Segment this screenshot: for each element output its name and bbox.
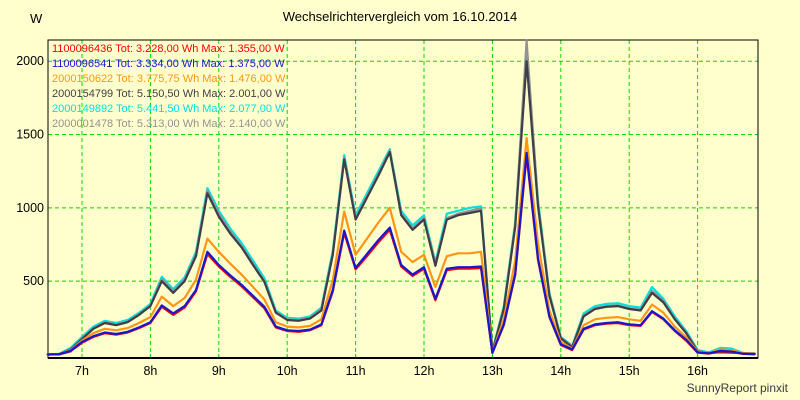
y-tick-label: 2000 — [16, 54, 44, 68]
x-tick-label: 12h — [414, 364, 435, 378]
x-tick-label: 9h — [212, 364, 226, 378]
x-tick-label: 8h — [143, 364, 157, 378]
footer-brand: SunnyReport pinxit — [686, 381, 788, 395]
legend: 1100096436 Tot: 3.228,00 Wh Max: 1.355,0… — [52, 42, 285, 132]
series-line-2000154799 — [46, 59, 756, 356]
chart-title: Wechselrichtervergleich vom 16.10.2014 — [282, 9, 518, 24]
series-line-2000150622 — [46, 136, 756, 356]
x-tick-label: 14h — [550, 364, 571, 378]
x-tick-label: 11h — [346, 364, 366, 378]
legend-item-2000001478: 2000001478 Tot: 5.313,00 Wh Max: 2.140,0… — [52, 118, 286, 130]
series-line-1100096541 — [46, 151, 756, 356]
legend-item-1100096541: 1100096541 Tot: 3.334,00 Wh Max: 1.375,0… — [52, 58, 285, 70]
legend-item-2000154799: 2000154799 Tot: 5.150,50 Wh Max: 2.001,0… — [52, 88, 286, 100]
legend-item-2000150622: 2000150622 Tot: 3.775,75 Wh Max: 1.476,0… — [52, 73, 286, 85]
series-line-1100096436 — [46, 154, 756, 356]
legend-item-1100096436: 1100096436 Tot: 3.228,00 Wh Max: 1.355,0… — [52, 43, 285, 55]
y-tick-label: 1000 — [16, 201, 44, 215]
legend-item-2000149892: 2000149892 Tot: 5.441,50 Wh Max: 2.077,0… — [52, 103, 286, 115]
x-tick-label: 16h — [687, 364, 708, 378]
y-tick-label: 500 — [23, 274, 44, 288]
y-tick-label: 1500 — [16, 128, 44, 142]
x-tick-label: 15h — [619, 364, 640, 378]
x-tick-label: 7h — [75, 364, 89, 378]
y-axis-unit-label: W — [30, 11, 43, 26]
x-tick-label: 10h — [277, 364, 298, 378]
x-tick-label: 13h — [482, 364, 503, 378]
